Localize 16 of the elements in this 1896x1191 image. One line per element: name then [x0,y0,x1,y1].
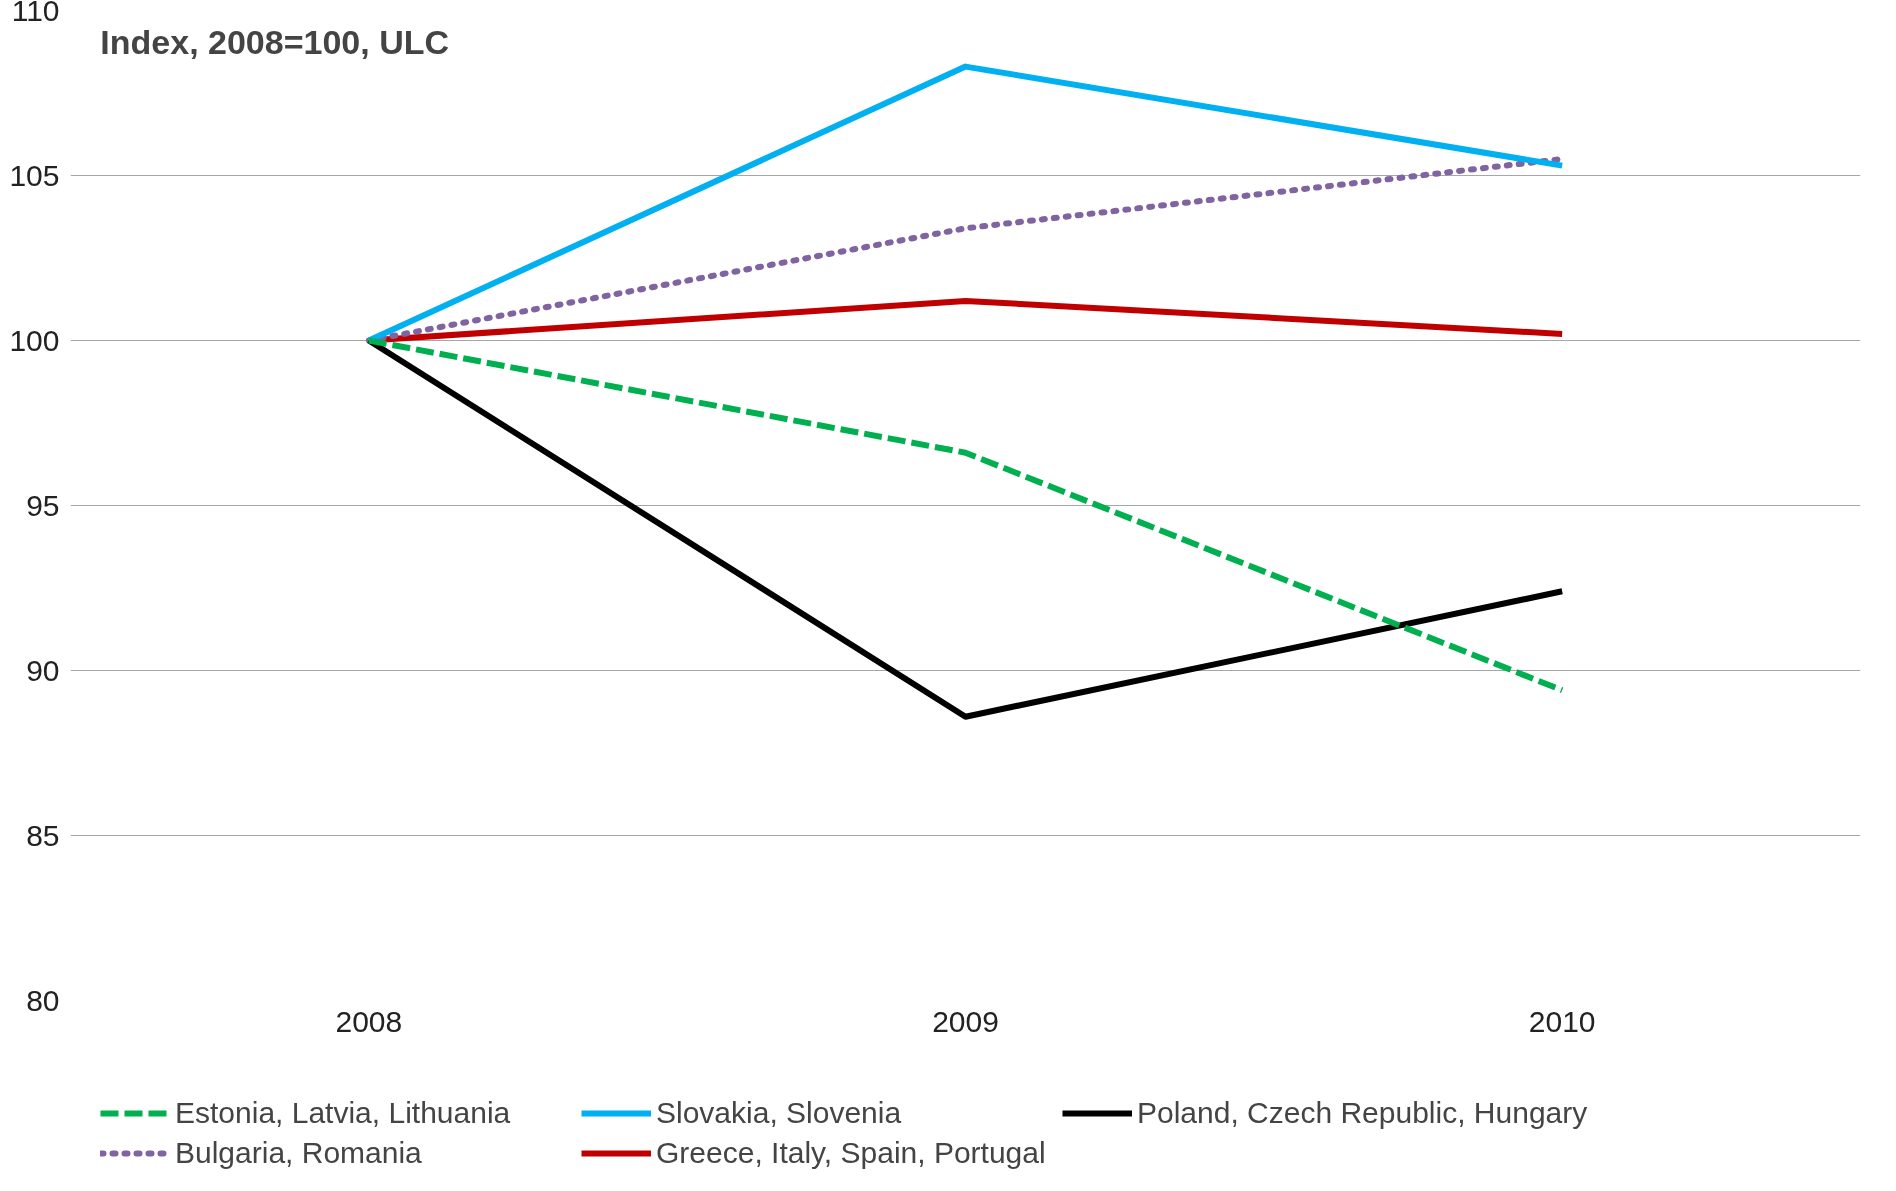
y-tick-label: 85 [26,818,60,852]
legend-label: Estonia, Latvia, Lithuania [175,1096,512,1130]
y-tick-label: 105 [9,158,60,192]
chart-title: Index, 2008=100, ULC [100,22,450,61]
legend-label: Poland, Czech Republic, Hungary [1137,1096,1588,1130]
legend-label: Bulgaria, Romania [175,1136,423,1170]
x-tick-label: 2010 [1528,1004,1596,1038]
legend-label: Greece, Italy, Spain, Portugal [656,1136,1047,1170]
y-tick-label: 95 [26,488,60,522]
x-tick-label: 2009 [932,1004,999,1038]
y-tick-label: 100 [9,323,60,357]
legend-label: Slovakia, Slovenia [656,1096,903,1130]
x-tick-label: 2008 [335,1004,403,1038]
y-tick-label: 90 [26,653,60,687]
y-tick-label: 110 [11,0,60,27]
y-tick-label: 80 [26,983,60,1017]
